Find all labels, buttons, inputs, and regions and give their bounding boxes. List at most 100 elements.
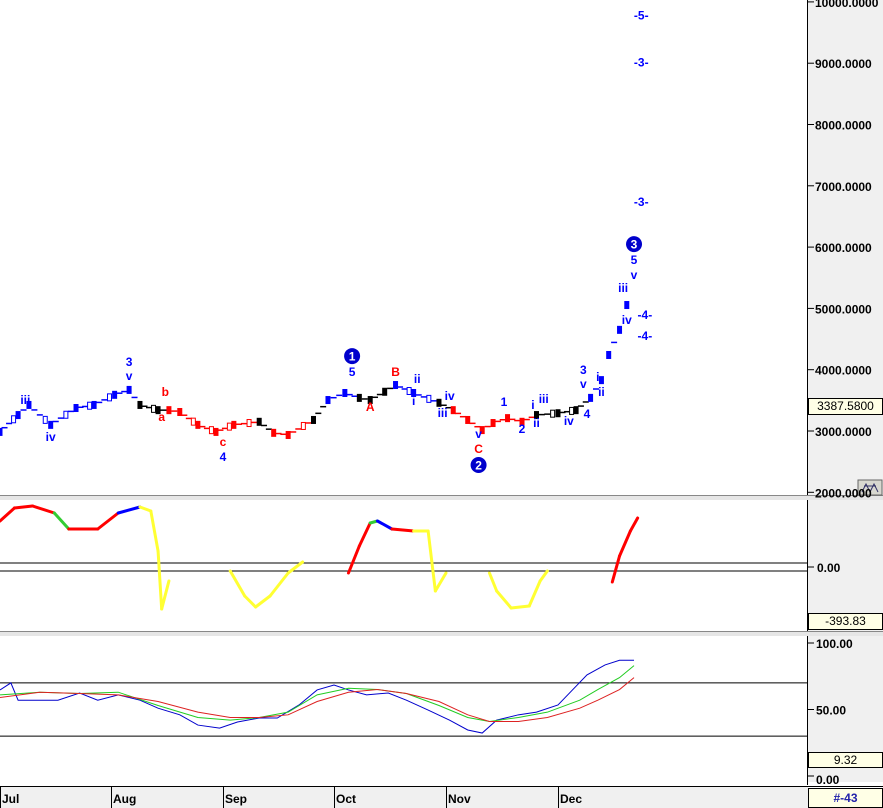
oscillator-line-segment [538,569,549,583]
wave-label: i [596,370,599,384]
price-candle [63,410,69,419]
wave-annotation: 5 [349,365,356,379]
price-candle [490,419,496,428]
wave-label: ii [414,372,421,386]
price-tick-label: 10000.0000 [815,0,879,10]
price-candle [166,406,172,415]
price-candle [73,404,79,413]
price-candle [190,417,196,426]
wave-label: -5- [634,8,649,22]
wave-circle-icon [626,236,643,253]
price-candle [15,411,21,420]
stoch-series-line [0,659,635,734]
price-candle [356,393,362,402]
wave-label: 1 [501,395,508,409]
wave-annotation: v [631,268,638,282]
price-candle [91,400,97,409]
wave-label: v [631,268,638,282]
price-candle [573,406,579,415]
price-candle [246,419,252,428]
wave-annotation: 3 [126,355,133,369]
oscillator-line-segment [390,527,416,533]
oscillator-line-segment [31,504,56,515]
date-axis [0,786,808,808]
wave-label: iv [445,389,455,403]
wave-annotation: iv [445,389,455,403]
price-candle [465,415,471,424]
wave-annotation: -4- [638,329,653,343]
price-tick-label: 6000.0000 [815,241,872,255]
oscillator-line-segment [52,511,71,531]
price-candle [426,394,432,403]
wave-annotation: iv [46,430,56,444]
stoch-tick-label: 100.00 [816,637,853,651]
price-candle [382,387,388,396]
oscillator-line-segment [268,571,290,598]
price-candle [177,407,183,416]
wave-label: 3 [580,363,587,377]
wave-circle-icon [344,348,361,365]
month-label: Aug [113,792,136,806]
wave-label: iii [20,393,30,407]
wave-label: c [220,435,227,449]
wave-label: iii [539,392,549,406]
wave-label: iii [618,281,628,295]
price-candle [26,400,32,409]
oscillator-line-segment [628,516,640,533]
wave-label: 5 [631,253,638,267]
month-label: Nov [448,792,471,806]
price-last-value: 3387.5800 [808,398,883,415]
price-candle [48,420,54,429]
oscillator-line-segment [116,505,142,515]
wave-annotation: iii [539,392,549,406]
oscillator-line-segment [96,511,120,531]
price-candle [450,406,456,415]
stoch-tick-label: 0.00 [816,773,840,787]
price-candle [617,325,623,334]
wave-label: v [475,427,482,441]
wave-circle-marker: 3 [626,236,643,253]
oscillator-line-segment [0,506,16,523]
wave-label: ii [533,416,540,430]
wave-annotation: v [475,427,482,441]
price-candle [42,415,48,424]
price-candle [311,415,316,424]
wave-annotation: 5 [631,253,638,267]
price-candle [367,396,373,405]
wave-annotation: b [162,385,169,399]
wave-label: iv [564,414,574,428]
wave-annotation: B [391,365,400,379]
chart-settings-button[interactable] [857,479,883,496]
wave-annotation: c [220,435,227,449]
wave-label: i [412,394,415,408]
wave-label: 3 [126,355,133,369]
osc-axis-panel [808,500,883,631]
price-candle [126,385,132,394]
date-ticks: Jul Aug Sep Oct Nov Dec [0,787,582,808]
wave-annotation: iii [618,281,628,295]
oscillator-line-segment [618,529,632,558]
price-tick-label: 8000.0000 [815,119,872,133]
wave-annotation: ii [414,372,421,386]
panel-divider[interactable] [0,495,883,500]
oscillator-line-segment [346,544,361,575]
panel-divider[interactable] [0,631,883,636]
osc-last-value: -393.83 [808,613,883,630]
price-candle [555,409,561,418]
stoch-tick-label: 50.00 [816,704,846,718]
price-tick-label: 5000.0000 [815,302,872,316]
wave-annotation: i [412,394,415,408]
wave-annotation: 1 [501,395,508,409]
wave-label: iii [438,406,448,420]
wave-annotation: -3- [634,55,649,69]
stoch-last-value: 9.32 [808,752,883,768]
wave-label: v [126,369,133,383]
wave-annotation: iii [438,406,448,420]
wave-annotation: v [580,377,587,391]
price-candle [137,400,143,409]
wave-annotation: -5- [634,8,649,22]
wave-annotation: A [366,400,375,414]
price-candle [505,414,511,423]
wave-label: C [474,442,483,456]
